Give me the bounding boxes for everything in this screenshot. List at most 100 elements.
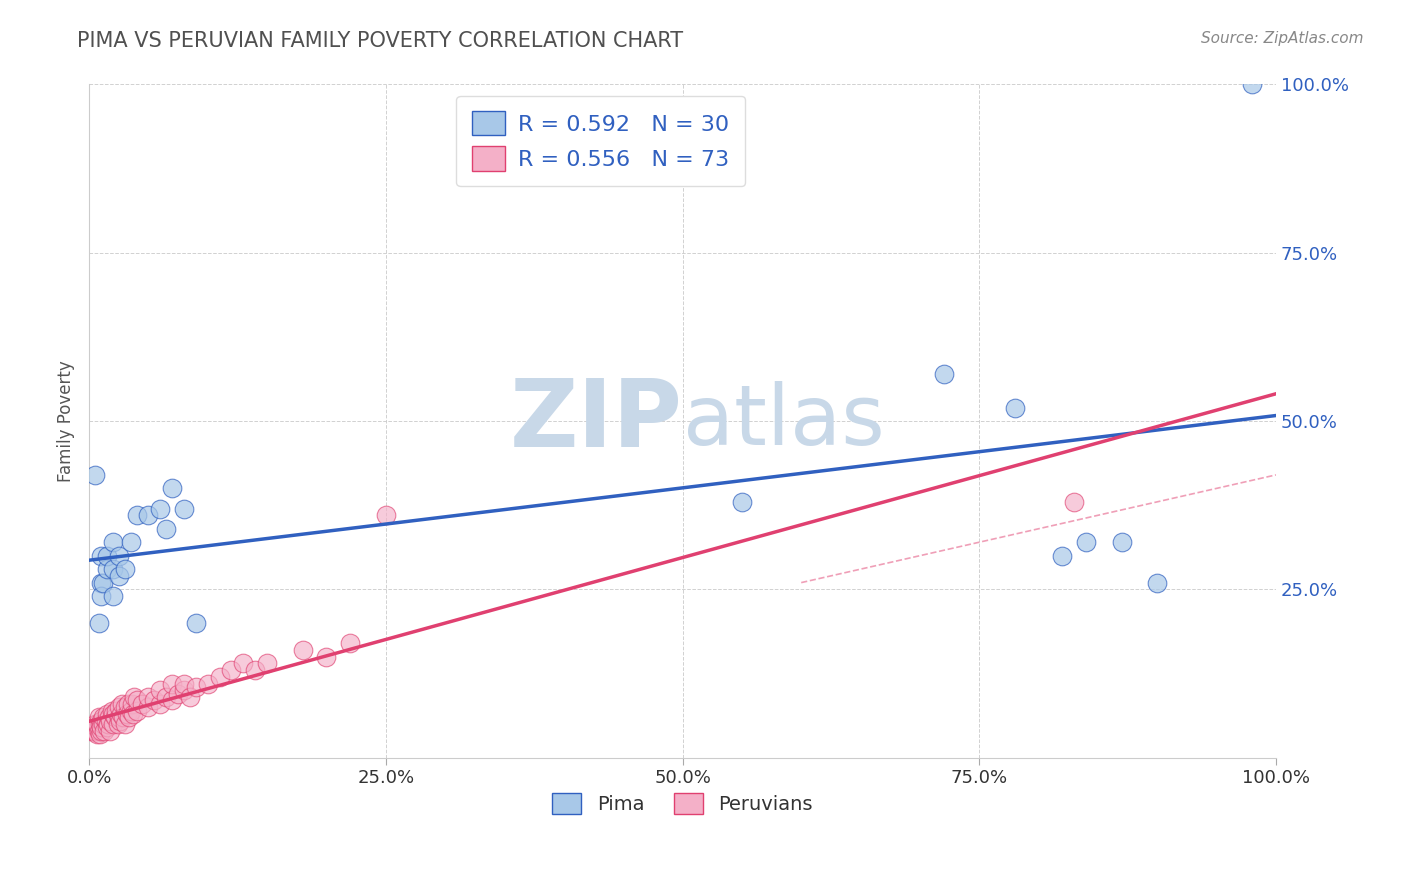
Point: [121, 697, 143, 711]
Point: [112, 710, 135, 724]
Point: [160, 481, 183, 495]
Point: [184, 680, 207, 694]
Point: [107, 549, 129, 563]
Point: [1146, 575, 1168, 590]
Point: [114, 562, 136, 576]
Point: [96, 549, 118, 563]
Point: [138, 508, 160, 523]
Point: [131, 697, 153, 711]
Point: [91, 717, 114, 731]
Point: [84, 717, 107, 731]
Point: [1111, 535, 1133, 549]
Point: [1004, 401, 1026, 415]
Point: [96, 720, 118, 734]
Point: [101, 562, 124, 576]
Point: [114, 717, 136, 731]
Point: [167, 687, 190, 701]
Point: [155, 690, 177, 704]
Point: [208, 670, 231, 684]
Point: [731, 495, 754, 509]
Point: [84, 720, 107, 734]
Point: [110, 706, 132, 721]
Point: [101, 589, 124, 603]
Point: [315, 649, 337, 664]
Y-axis label: Family Poverty: Family Poverty: [58, 360, 75, 482]
Point: [149, 697, 172, 711]
Point: [173, 676, 195, 690]
Legend: Pima, Peruvians: Pima, Peruvians: [544, 785, 821, 822]
Point: [932, 367, 955, 381]
Point: [1063, 495, 1085, 509]
Point: [90, 549, 112, 563]
Point: [291, 643, 314, 657]
Point: [1241, 78, 1264, 92]
Point: [100, 714, 122, 728]
Point: [107, 710, 129, 724]
Point: [84, 723, 107, 738]
Point: [245, 663, 267, 677]
Point: [197, 676, 219, 690]
Point: [91, 710, 114, 724]
Point: [160, 693, 183, 707]
Point: [107, 569, 129, 583]
Point: [101, 706, 124, 721]
Point: [138, 700, 160, 714]
Point: [100, 704, 122, 718]
Point: [221, 663, 243, 677]
Point: [86, 727, 108, 741]
Point: [98, 710, 121, 724]
Point: [120, 535, 142, 549]
Point: [83, 723, 105, 738]
Point: [108, 714, 131, 728]
Point: [101, 535, 124, 549]
Point: [125, 508, 148, 523]
Point: [115, 706, 138, 721]
Point: [118, 710, 141, 724]
Point: [86, 717, 108, 731]
Point: [93, 723, 115, 738]
Text: ZIP: ZIP: [509, 375, 682, 467]
Point: [1074, 535, 1097, 549]
Point: [89, 717, 111, 731]
Point: [87, 723, 110, 738]
Point: [111, 697, 134, 711]
Point: [173, 683, 195, 698]
Point: [179, 690, 201, 704]
Text: PIMA VS PERUVIAN FAMILY POVERTY CORRELATION CHART: PIMA VS PERUVIAN FAMILY POVERTY CORRELAT…: [77, 31, 683, 51]
Point: [256, 657, 278, 671]
Point: [82, 723, 104, 738]
Point: [138, 690, 160, 704]
Point: [155, 522, 177, 536]
Point: [149, 683, 172, 698]
Point: [80, 723, 103, 738]
Point: [120, 704, 142, 718]
Point: [105, 704, 128, 718]
Point: [160, 676, 183, 690]
Point: [96, 562, 118, 576]
Point: [87, 710, 110, 724]
Text: Source: ZipAtlas.com: Source: ZipAtlas.com: [1201, 31, 1364, 46]
Point: [101, 717, 124, 731]
Point: [97, 717, 120, 731]
Point: [122, 690, 145, 704]
Point: [125, 704, 148, 718]
Point: [125, 693, 148, 707]
Point: [114, 700, 136, 714]
Point: [90, 589, 112, 603]
Point: [94, 714, 117, 728]
Point: [90, 714, 112, 728]
Point: [104, 710, 127, 724]
Text: atlas: atlas: [682, 381, 884, 461]
Point: [149, 501, 172, 516]
Point: [90, 720, 112, 734]
Point: [232, 657, 254, 671]
Point: [84, 467, 107, 482]
Point: [184, 615, 207, 630]
Point: [117, 697, 139, 711]
Point: [87, 615, 110, 630]
Point: [143, 693, 166, 707]
Point: [96, 706, 118, 721]
Point: [173, 501, 195, 516]
Point: [107, 717, 129, 731]
Point: [122, 706, 145, 721]
